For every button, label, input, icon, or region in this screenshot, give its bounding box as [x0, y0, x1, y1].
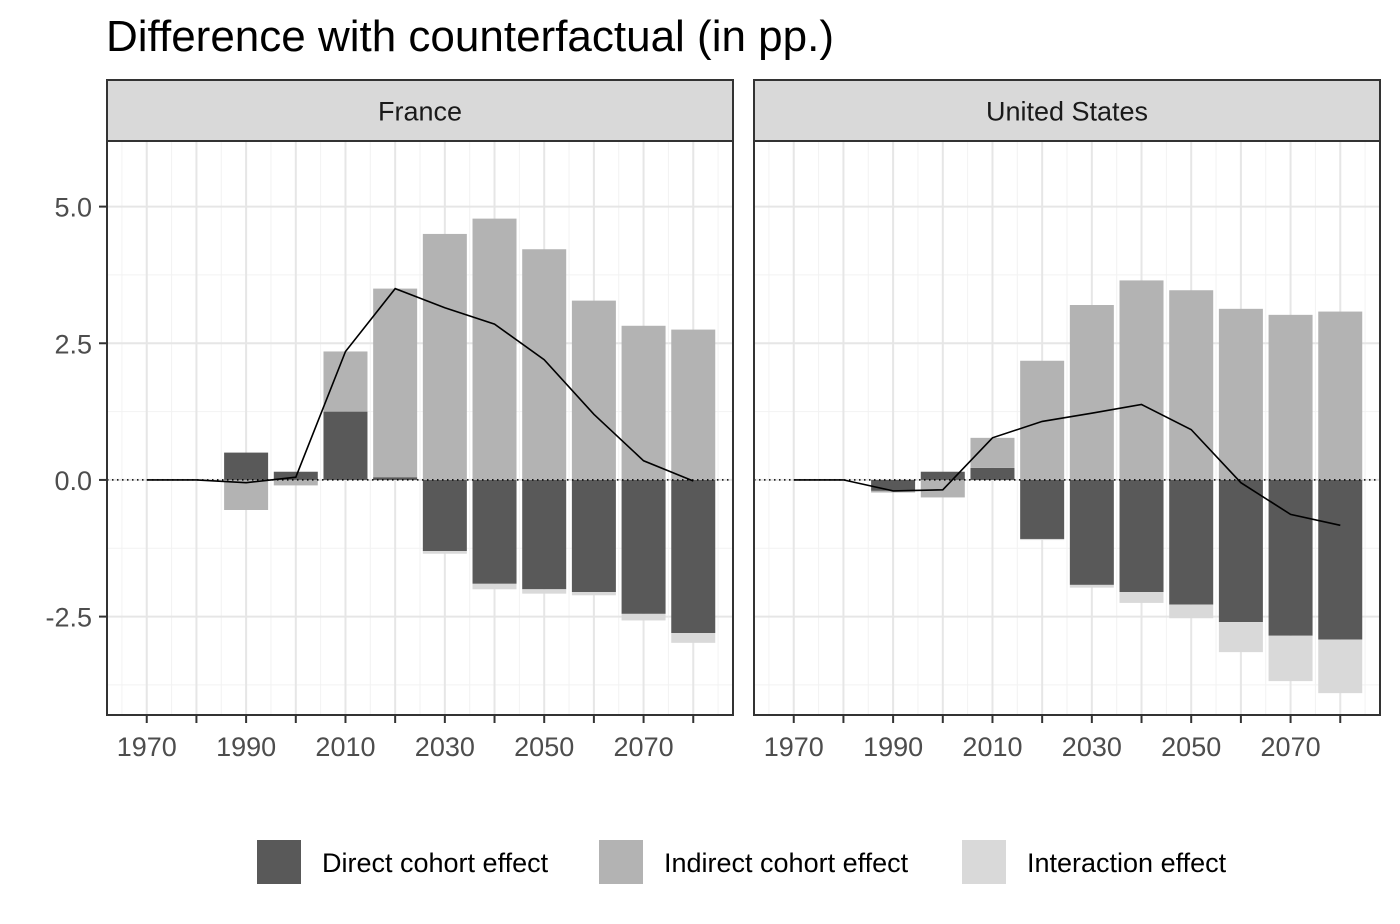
bar-interaction-2030 [422, 551, 467, 554]
bar-indirect-2050 [1169, 290, 1214, 480]
x-tick-label: 1990 [216, 732, 276, 762]
total-effect-line [146, 287, 694, 484]
y-tick-label: -2.5 [45, 603, 92, 633]
bar-interaction-2070 [621, 613, 666, 621]
bar-indirect-2050 [522, 249, 567, 480]
bar-indirect-2020 [373, 288, 418, 478]
y-tick-label: 0.0 [54, 466, 92, 496]
bar-indirect-2070 [1268, 314, 1313, 480]
bar-direct-2060 [571, 479, 616, 592]
bar-direct-2010 [323, 411, 368, 480]
bar-direct-2000 [920, 471, 965, 480]
bar-interaction-2060 [1218, 622, 1263, 653]
bar-direct-2040 [472, 479, 517, 584]
x-tick-label: 2010 [315, 732, 375, 762]
bar-indirect-2000 [273, 479, 318, 486]
bar-indirect-2080 [671, 329, 716, 480]
x-tick-label: 2050 [1161, 732, 1221, 762]
bar-indirect-2070 [621, 325, 666, 480]
bar-direct-2070 [1268, 479, 1313, 636]
bar-direct-2060 [1218, 479, 1263, 623]
bar-indirect-2060 [1218, 308, 1263, 480]
bar-interaction-2050 [522, 589, 567, 594]
bar-direct-2050 [1169, 479, 1214, 605]
bar-direct-2020 [373, 477, 418, 480]
bar-interaction-2070 [1268, 635, 1313, 682]
facet-strip [106, 79, 734, 142]
facet-strip-label: United States [986, 97, 1148, 127]
bar-direct-2080 [1318, 479, 1363, 640]
bar-indirect-2040 [1119, 280, 1164, 480]
bar-direct-2040 [1119, 479, 1164, 592]
bar-direct-1990 [871, 479, 916, 491]
bar-indirect-2040 [472, 218, 517, 480]
bar-direct-2050 [522, 479, 567, 590]
bar-interaction-2060 [571, 592, 616, 596]
legend-swatch-direct [257, 840, 301, 884]
legend-swatch-interaction [962, 840, 1006, 884]
bar-interaction-2020 [1020, 538, 1065, 541]
bar-direct-2030 [1069, 479, 1114, 585]
bar-indirect-2060 [571, 300, 616, 480]
x-tick-label: 2030 [415, 732, 475, 762]
chart-title: Difference with counterfactual (in pp.) [106, 12, 834, 61]
bar-direct-2020 [1020, 479, 1065, 539]
x-tick-label: 2010 [962, 732, 1022, 762]
legend-label-interaction: Interaction effect [1027, 848, 1227, 878]
bar-interaction-2030 [1069, 584, 1114, 588]
bar-interaction-2080 [1318, 639, 1363, 694]
bar-indirect-2010 [323, 351, 368, 412]
x-tick-label: 2030 [1062, 732, 1122, 762]
bar-interaction-2040 [1119, 592, 1164, 603]
bar-direct-2010 [970, 467, 1015, 480]
legend-label-indirect: Indirect cohort effect [664, 848, 909, 878]
bar-indirect-2030 [422, 233, 467, 480]
x-tick-label: 1970 [764, 732, 824, 762]
legend: Direct cohort effect Indirect cohort effe… [257, 840, 1227, 884]
bar-indirect-2020 [1020, 360, 1065, 480]
panel-france: France 1970 1990 2010 2030 2050 2070 5.0 2.5 0.0 -… [45, 79, 734, 762]
bar-interaction-2080 [671, 633, 716, 643]
bar-interaction-2040 [472, 583, 517, 590]
facet-strip-label: France [378, 97, 462, 127]
bar-direct-2080 [671, 479, 716, 633]
total-effect-line [793, 403, 1341, 527]
y-tick-label: 5.0 [54, 193, 92, 223]
x-tick-label: 2070 [1261, 732, 1321, 762]
x-tick-label: 2050 [514, 732, 574, 762]
bar-direct-1990 [224, 452, 269, 480]
bar-indirect-1990 [224, 479, 269, 510]
bar-indirect-2030 [1069, 305, 1114, 480]
bar-interaction-2050 [1169, 604, 1214, 619]
y-tick-label: 2.5 [54, 329, 92, 359]
panel-united-states: United States 1970 1990 2010 2030 2050 2070 [753, 79, 1381, 762]
legend-label-direct: Direct cohort effect [322, 848, 549, 878]
x-tick-label: 2070 [614, 732, 674, 762]
facet-strip [753, 79, 1381, 142]
bar-direct-2030 [422, 479, 467, 551]
x-tick-label: 1970 [117, 732, 177, 762]
legend-swatch-indirect [599, 840, 643, 884]
x-tick-label: 1990 [863, 732, 923, 762]
bar-indirect-2080 [1318, 311, 1363, 480]
bar-direct-2070 [621, 479, 666, 614]
